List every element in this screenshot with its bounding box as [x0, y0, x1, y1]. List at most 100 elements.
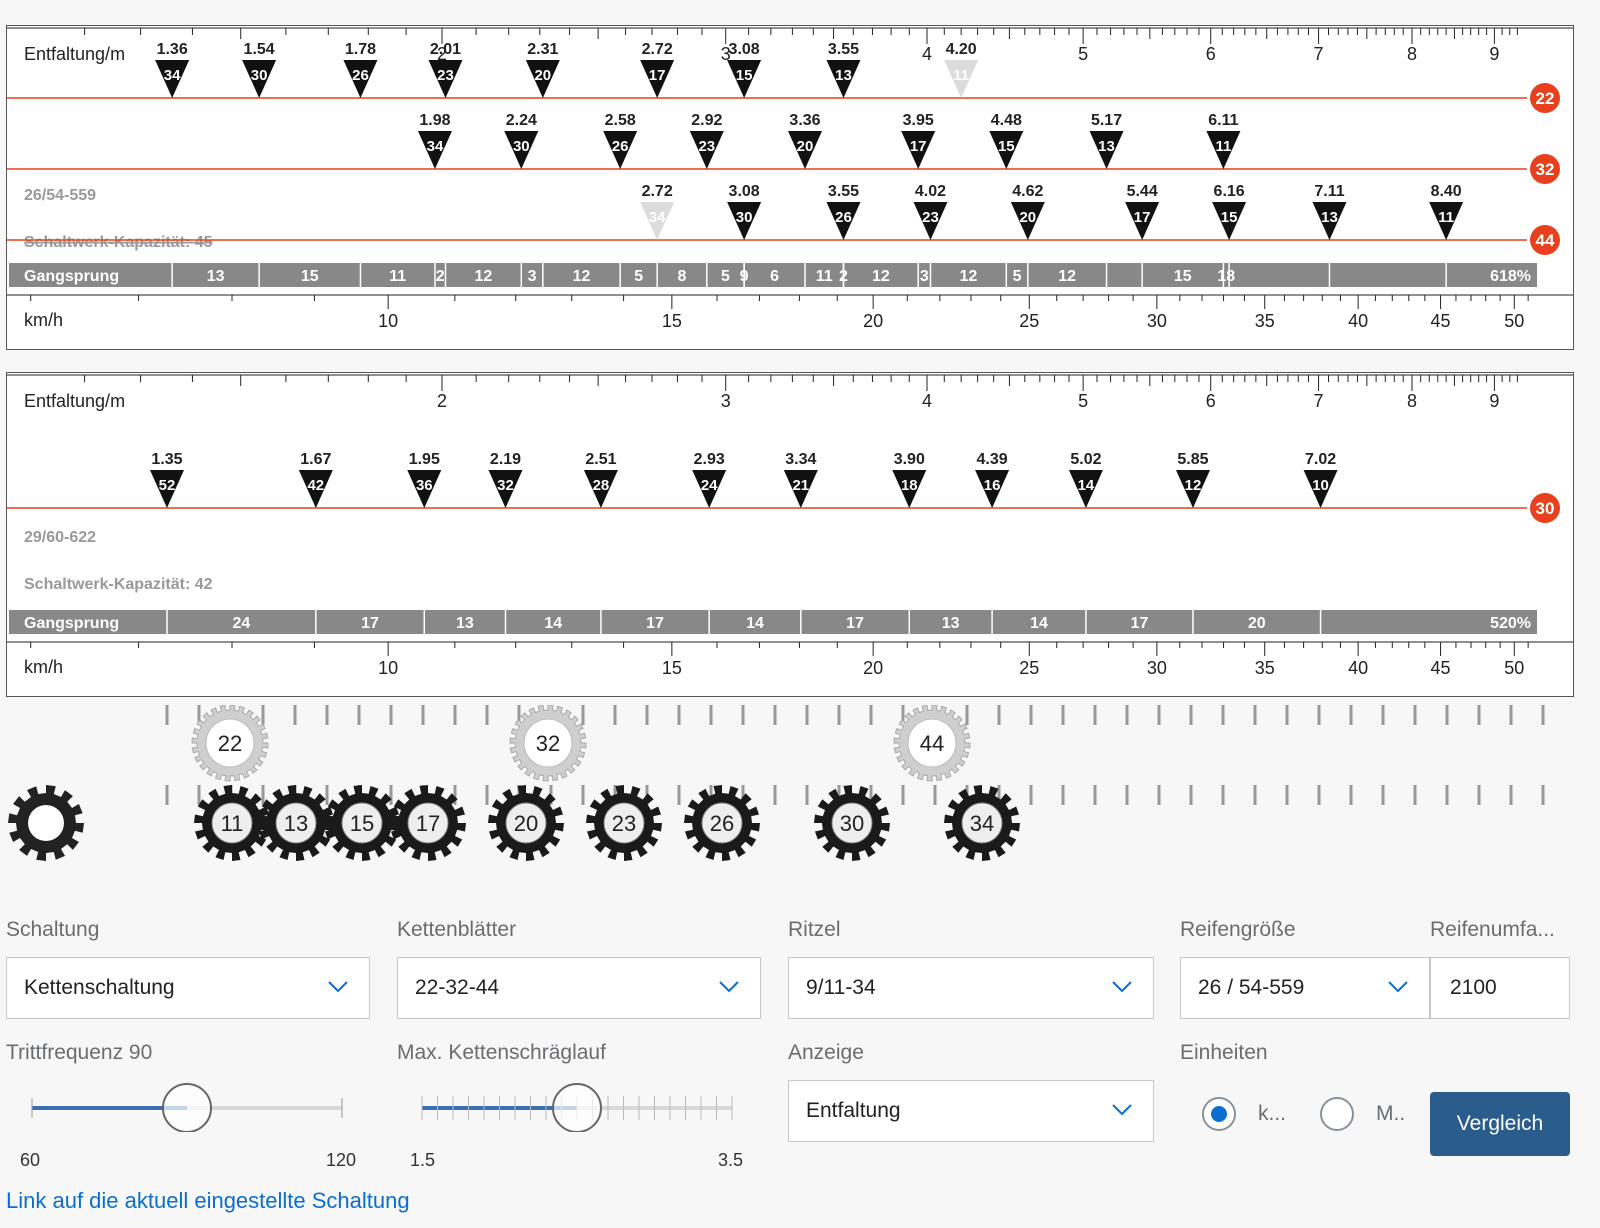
cog-label: 13: [1321, 209, 1338, 226]
gear-marker[interactable]: [788, 131, 823, 169]
slider-handle[interactable]: [552, 1083, 602, 1132]
kmh-tick-label: 50: [1504, 311, 1524, 331]
gear-marker[interactable]: [640, 202, 675, 240]
gear-marker[interactable]: [1429, 202, 1464, 240]
kmh-tick-label: 25: [1019, 311, 1039, 331]
gear-marker[interactable]: [343, 60, 378, 98]
gear-marker[interactable]: [1175, 470, 1210, 508]
gear-marker[interactable]: [1089, 131, 1124, 169]
ritzel-select[interactable]: 9/11-34: [788, 957, 1154, 1019]
gear-marker[interactable]: [417, 131, 452, 169]
gear-marker[interactable]: [892, 470, 927, 508]
kmh-tick-label: 45: [1431, 311, 1451, 331]
gear-marker[interactable]: [583, 470, 618, 508]
gear-marker[interactable]: [1206, 131, 1241, 169]
gangsprung-step: 14: [746, 615, 764, 632]
reifenumfang-input[interactable]: 2100: [1430, 957, 1570, 1019]
gear-marker[interactable]: [1068, 470, 1103, 508]
kmh-tick-label: 30: [1147, 311, 1167, 331]
kmh-tick-label: 15: [662, 658, 682, 678]
gear-chart-1-svg: Entfaltung/m km/h 26/54-559 Schaltwerk-K…: [7, 27, 1573, 331]
gear-marker[interactable]: [692, 470, 727, 508]
gangsprung-step: 5: [634, 268, 643, 285]
settings-link[interactable]: Link auf die aktuell eingestellte Schalt…: [6, 1188, 410, 1213]
trittfrequenz-label: Trittfrequenz 90: [6, 1041, 153, 1064]
cog-label: 11: [953, 67, 969, 84]
gear-marker[interactable]: [1212, 202, 1247, 240]
gear-marker[interactable]: [1010, 202, 1045, 240]
radio-mph[interactable]: [1320, 1097, 1354, 1131]
gear-marker[interactable]: [826, 60, 861, 98]
chainring-teeth-label: 32: [536, 731, 560, 756]
development-value: 6.11: [1208, 112, 1238, 129]
gear-marker[interactable]: [989, 131, 1024, 169]
reifengroesse-select[interactable]: 26 / 54-559: [1180, 957, 1430, 1019]
trittfrequenz-min: 60: [20, 1150, 41, 1170]
gear-marker[interactable]: [689, 131, 724, 169]
schaltung-select[interactable]: Kettenschaltung: [6, 957, 370, 1019]
gear-marker[interactable]: [944, 60, 979, 98]
gear-marker[interactable]: [488, 470, 523, 508]
cog-label: 14: [1078, 477, 1095, 494]
gangsprung-step: 5: [1013, 268, 1022, 285]
cog-label: 23: [698, 138, 715, 155]
cog-teeth-label: 11: [221, 811, 244, 836]
gear-marker[interactable]: [149, 470, 184, 508]
compare-button[interactable]: Vergleich: [1430, 1092, 1570, 1156]
gear-visual-svg: 22 32 44 11 13 15 17 20 23 26 30 34: [8, 704, 1545, 861]
kmh-tick-label: 35: [1255, 311, 1275, 331]
trittfrequenz-slider[interactable]: [20, 1082, 360, 1132]
cog-label: 13: [835, 67, 852, 84]
cog-label: 20: [797, 138, 814, 155]
gear-marker[interactable]: [525, 60, 560, 98]
top-tick-label: 2: [437, 391, 447, 411]
cassette-icon-hole: [28, 805, 64, 841]
gear-chart-2: Entfaltung/m km/h 29/60-622 Schaltwerk-K…: [6, 372, 1574, 697]
gear-marker[interactable]: [242, 60, 277, 98]
development-value: 5.17: [1091, 112, 1122, 129]
kmh-tick-label: 40: [1348, 658, 1368, 678]
development-value: 2.72: [642, 41, 673, 58]
trittfrequenz-max: 120: [326, 1150, 357, 1170]
capacity-note: Schaltwerk-Kapazität: 42: [24, 576, 213, 593]
gear-marker[interactable]: [1303, 470, 1338, 508]
cog-label: 11: [1215, 138, 1231, 155]
cog-label: 15: [736, 67, 753, 84]
gear-marker[interactable]: [727, 60, 762, 98]
gangsprung-step: 17: [846, 615, 864, 632]
top-tick-label: 9: [1489, 44, 1499, 64]
gear-marker[interactable]: [428, 60, 463, 98]
gear-marker[interactable]: [407, 470, 442, 508]
tire-note: 26/54-559: [24, 187, 96, 204]
cog-label: 11: [1438, 209, 1454, 226]
gear-marker[interactable]: [298, 470, 333, 508]
gear-marker[interactable]: [826, 202, 861, 240]
gangsprung-step: 15: [301, 268, 319, 285]
gear-marker[interactable]: [975, 470, 1010, 508]
development-value: 1.67: [300, 451, 331, 468]
gear-marker[interactable]: [504, 131, 539, 169]
gear-marker[interactable]: [783, 470, 818, 508]
capacity-note: Schaltwerk-Kapazität: 45: [24, 234, 213, 251]
gangsprung-total: 520%: [1490, 615, 1531, 632]
gangsprung-step: 13: [942, 615, 960, 632]
top-tick-label: 8: [1407, 391, 1417, 411]
gear-visual: 22 32 44 11 13 15 17 20 23 26 30 34: [0, 704, 1600, 885]
top-tick-label: 7: [1314, 44, 1324, 64]
kettenblaetter-select[interactable]: 22-32-44: [397, 957, 761, 1019]
gear-marker[interactable]: [1125, 202, 1160, 240]
kettenschraeglauf-slider[interactable]: [410, 1082, 750, 1132]
gear-marker[interactable]: [640, 60, 675, 98]
radio-kmh[interactable]: [1202, 1097, 1236, 1131]
gear-marker[interactable]: [901, 131, 936, 169]
gangsprung-step: 2: [839, 268, 848, 285]
gear-marker[interactable]: [603, 131, 638, 169]
slider-handle[interactable]: [162, 1083, 212, 1132]
gear-marker[interactable]: [727, 202, 762, 240]
ritzel-label: Ritzel: [788, 918, 841, 941]
anzeige-select[interactable]: Entfaltung: [788, 1080, 1154, 1142]
gear-marker[interactable]: [155, 60, 190, 98]
cog-label: 26: [352, 67, 369, 84]
gear-marker[interactable]: [913, 202, 948, 240]
gear-marker[interactable]: [1312, 202, 1347, 240]
